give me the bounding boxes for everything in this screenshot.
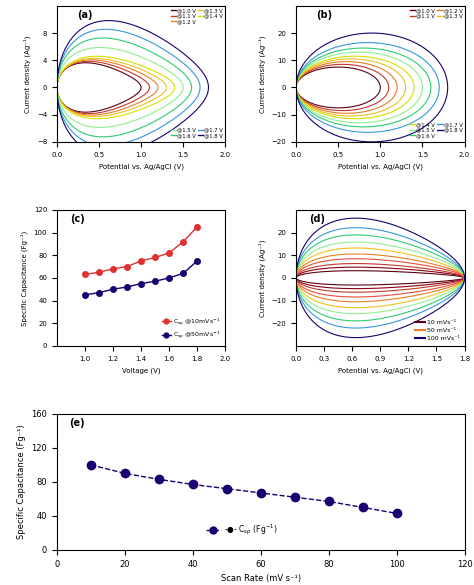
- Y-axis label: Specific Capacitance (Fg⁻¹): Specific Capacitance (Fg⁻¹): [17, 425, 26, 539]
- Text: (c): (c): [70, 214, 85, 224]
- X-axis label: Potential vs. Ag/AgCl (V): Potential vs. Ag/AgCl (V): [338, 367, 423, 374]
- Legend: @1.5 V, @1.6 V, @1.7 V, @1.8 V: @1.5 V, @1.6 V, @1.7 V, @1.8 V: [170, 126, 224, 139]
- Y-axis label: Current density (Ag⁻¹): Current density (Ag⁻¹): [24, 35, 31, 112]
- Legend: 10 mVs⁻¹, 50 mVs⁻¹, 100 mVs⁻¹: 10 mVs⁻¹, 50 mVs⁻¹, 100 mVs⁻¹: [413, 318, 461, 343]
- X-axis label: Potential vs. Ag/AgCl (V): Potential vs. Ag/AgCl (V): [99, 163, 183, 170]
- X-axis label: Potential vs. Ag/AgCl (V): Potential vs. Ag/AgCl (V): [338, 163, 423, 170]
- Text: (e): (e): [69, 418, 85, 428]
- Y-axis label: Current density (Ag⁻¹): Current density (Ag⁻¹): [258, 239, 266, 316]
- Text: (a): (a): [77, 10, 92, 20]
- Y-axis label: Specific Capacitance (Fg⁻¹): Specific Capacitance (Fg⁻¹): [20, 230, 28, 325]
- Legend: C$_{sp}$ @10mVs$^{-1}$, C$_{sp}$ @50mVs$^{-1}$: C$_{sp}$ @10mVs$^{-1}$, C$_{sp}$ @50mVs$…: [160, 314, 222, 343]
- X-axis label: Voltage (V): Voltage (V): [122, 367, 160, 374]
- Text: (d): (d): [310, 214, 326, 224]
- Y-axis label: Current density (Ag⁻¹): Current density (Ag⁻¹): [258, 35, 266, 112]
- Legend: @1.4 V, @1.5 V, @1.6 V, @1.7 V, @1.8 V: @1.4 V, @1.5 V, @1.6 V, @1.7 V, @1.8 V: [409, 121, 464, 139]
- Legend: -●- C$_{sp}$ (Fg$^{-1}$): -●- C$_{sp}$ (Fg$^{-1}$): [203, 520, 280, 539]
- Text: (b): (b): [316, 10, 332, 20]
- X-axis label: Scan Rate (mV s⁻¹): Scan Rate (mV s⁻¹): [220, 574, 301, 583]
